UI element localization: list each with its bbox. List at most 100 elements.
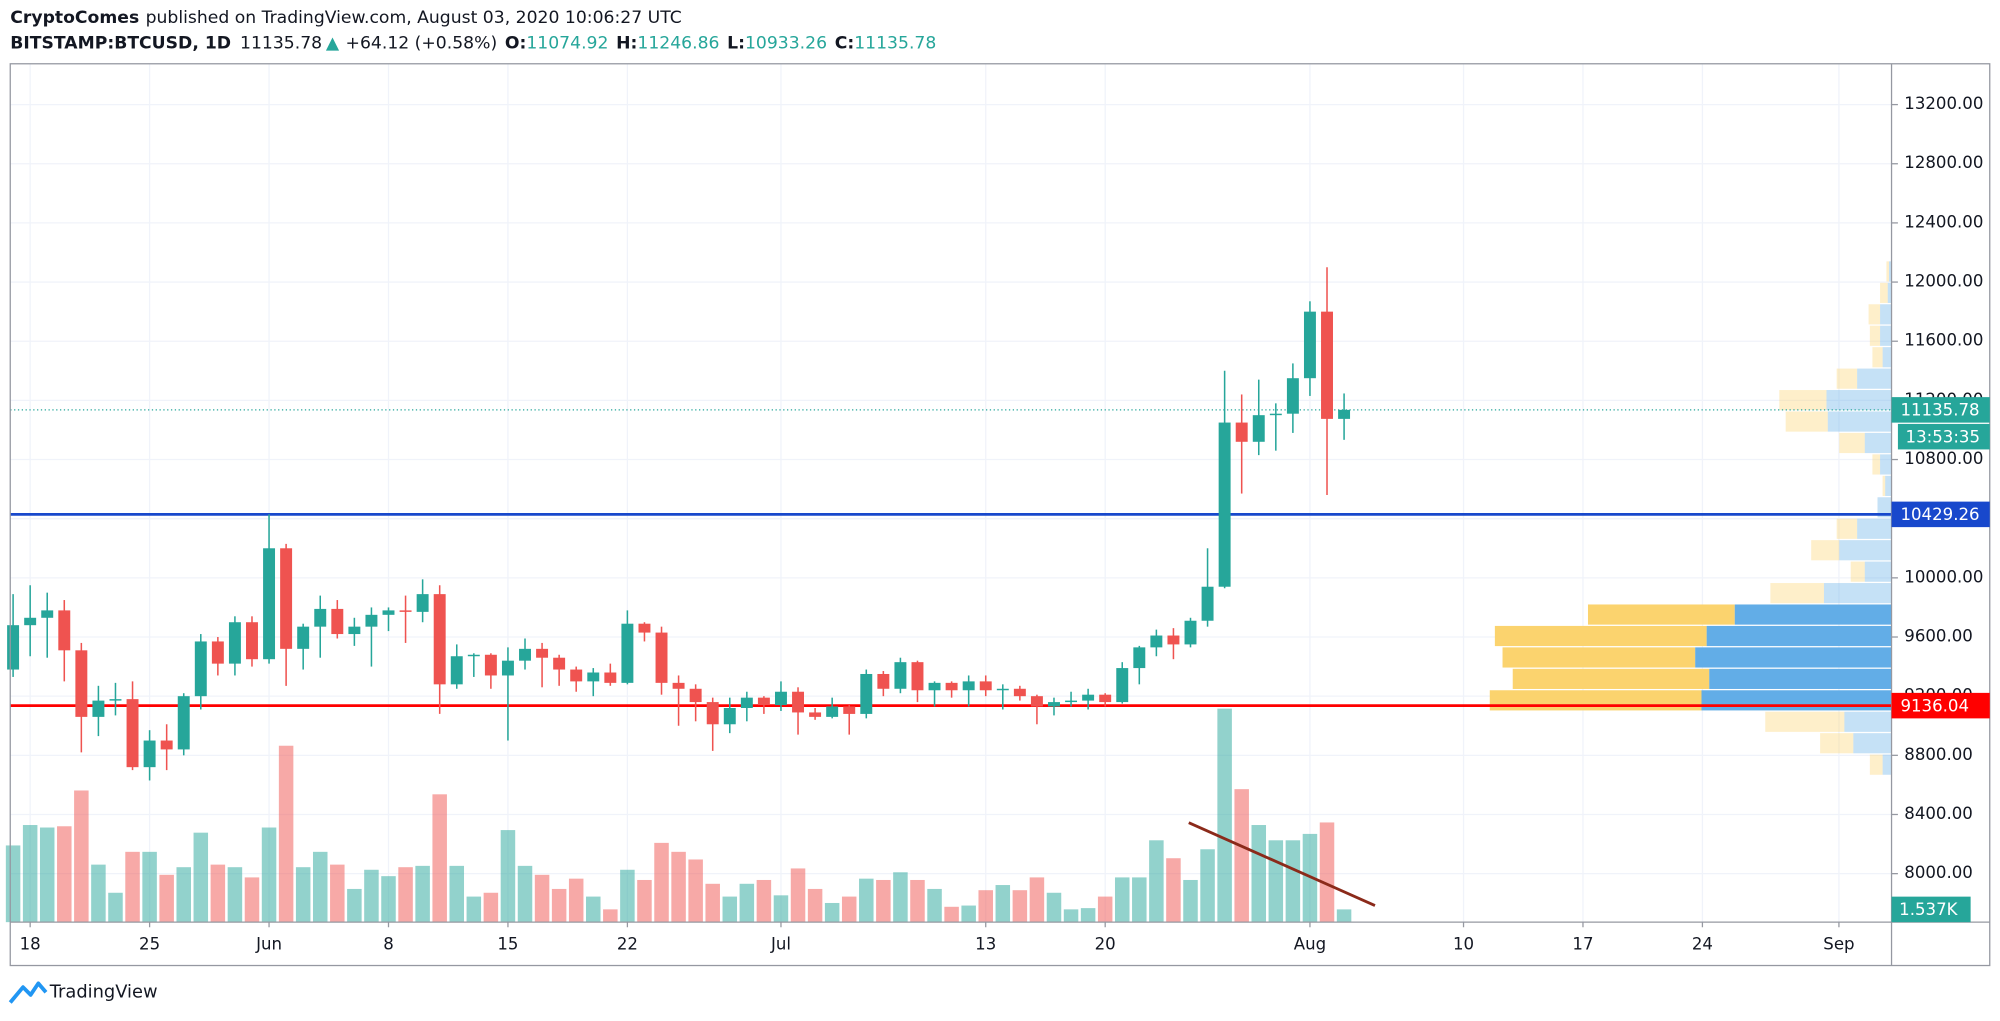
volume-bar: [773, 895, 789, 923]
profile-up: [1709, 668, 1892, 689]
c-label: C:: [835, 33, 855, 53]
candle-body: [75, 650, 88, 717]
volume-bar: [1200, 849, 1215, 923]
candle-body: [723, 708, 736, 725]
volume-bar: [449, 865, 465, 923]
candle-body: [246, 622, 258, 660]
volume-bar: [705, 883, 720, 923]
candle-body: [826, 706, 839, 717]
candle-body: [1184, 620, 1197, 645]
level-label: 9136.04: [1900, 696, 1969, 715]
volume-bar: [176, 867, 191, 923]
profile-down: [1489, 690, 1702, 711]
profile-down: [1869, 325, 1881, 346]
volume-bar: [1336, 909, 1352, 923]
profile-up: [1880, 454, 1892, 475]
profile-down: [1494, 625, 1707, 647]
candle-body: [792, 691, 805, 713]
volume-bar: [500, 830, 516, 923]
volume: [5, 708, 1352, 923]
axis-labels: 10429.26 9136.04 11135.78 13:53:35 1.537K: [1891, 397, 1990, 923]
author: CryptoComes: [10, 8, 139, 28]
y-tick-label: 8800.00: [1904, 745, 1973, 764]
volume-bar: [91, 864, 106, 923]
profile-up: [1701, 690, 1892, 711]
candle-body: [621, 623, 634, 683]
profile-up: [1857, 518, 1892, 539]
candle-body: [877, 673, 890, 689]
profile-down: [1868, 304, 1881, 325]
volume-bar: [5, 845, 21, 923]
profile-up: [1864, 432, 1892, 454]
candle-body: [1013, 688, 1026, 697]
x-tick-label: 22: [617, 935, 638, 954]
candle-body: [860, 673, 873, 714]
candle-body: [1321, 311, 1333, 419]
volume-bar: [1063, 909, 1079, 923]
volume-bar: [688, 859, 703, 923]
volume-bar: [193, 832, 209, 923]
candle-body: [1201, 586, 1214, 621]
volume-bar: [1097, 896, 1113, 923]
volume-bar: [1268, 840, 1284, 923]
volume-bar: [893, 872, 908, 923]
volume-bar: [1114, 877, 1130, 923]
countdown: 13:53:35: [1906, 427, 1980, 446]
profile-up: [1734, 604, 1892, 625]
candle-body: [655, 632, 668, 683]
candle-body: [1116, 668, 1129, 703]
candle-body: [911, 662, 924, 691]
candle-body: [1065, 700, 1078, 703]
candle-body: [740, 697, 753, 709]
profile-down: [1779, 390, 1827, 411]
profile-down: [1770, 583, 1824, 604]
profile-down: [1836, 368, 1858, 389]
x-tick-label: 25: [139, 935, 160, 954]
candle-body: [143, 740, 156, 768]
volume-bar: [347, 888, 362, 923]
x-tick-label: 13: [975, 935, 996, 954]
candle-body: [177, 696, 190, 750]
candle-body: [979, 681, 992, 691]
volume-bar: [637, 879, 652, 923]
volume-bar: [1080, 908, 1096, 923]
volume-bar: [261, 827, 277, 923]
volume-bar: [568, 878, 584, 923]
y-tick-label: 9600.00: [1904, 627, 1973, 646]
volume-bar: [739, 883, 755, 923]
x-tick-label: 8: [383, 935, 394, 954]
candle-body: [1218, 422, 1231, 587]
volume-bar: [278, 745, 294, 923]
volume-bar: [1046, 892, 1062, 923]
volume-bar: [944, 906, 959, 923]
candle-body: [706, 702, 719, 725]
candle-body: [7, 625, 20, 670]
l-value: 10933.26: [745, 33, 827, 53]
y-tick-label: 8000.00: [1904, 863, 1973, 882]
x-tick-label: 15: [497, 935, 518, 954]
candle-body: [928, 682, 941, 691]
candle-body: [92, 700, 105, 717]
volume-bar: [1166, 858, 1181, 923]
profile-down: [1872, 347, 1883, 368]
profile-up: [1880, 304, 1892, 325]
y-tick-label: 13200.00: [1904, 94, 1983, 113]
candle-body: [1286, 378, 1299, 414]
volume-bar: [722, 896, 738, 923]
candle-body: [843, 706, 856, 714]
x-tick-label: 18: [20, 935, 41, 954]
volume-bar: [841, 896, 857, 923]
volume-bar: [603, 909, 618, 923]
volume-bar: [312, 851, 328, 923]
last-price-label: 11135.78: [1900, 401, 1979, 420]
candle-body: [433, 594, 446, 685]
x-tick-label: 24: [1692, 935, 1713, 954]
volume-bar: [398, 867, 413, 923]
candle-body: [1269, 413, 1282, 416]
profile-up: [1888, 261, 1892, 282]
volume-bar: [1217, 708, 1232, 923]
profile-down: [1811, 540, 1840, 561]
profile-up: [1823, 583, 1892, 604]
